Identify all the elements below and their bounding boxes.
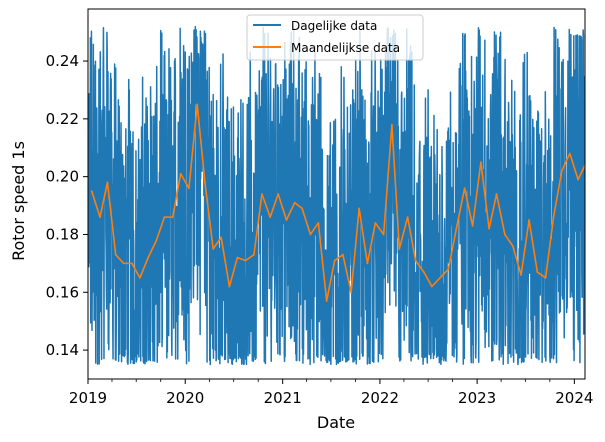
monthly-data-point <box>171 216 174 219</box>
monthly-data-point <box>147 256 150 259</box>
monthly-data-point <box>131 262 133 265</box>
monthly-series-layer <box>90 103 585 302</box>
monthly-data-point <box>261 193 263 195</box>
y-tick-label: 0.18 <box>46 225 79 243</box>
x-tick-label: 2023 <box>458 389 496 407</box>
daily-series-line <box>88 25 585 366</box>
monthly-data-point <box>188 187 190 190</box>
monthly-data-point <box>179 172 182 175</box>
monthly-data-point <box>269 216 272 219</box>
monthly-data-point <box>577 178 579 181</box>
monthly-data-point <box>488 227 491 230</box>
monthly-data-point <box>422 271 425 273</box>
monthly-data-point <box>228 285 231 288</box>
monthly-data-point <box>122 262 125 265</box>
monthly-data-point <box>204 181 206 184</box>
monthly-data-point <box>114 253 117 256</box>
monthly-data-point <box>244 259 247 262</box>
monthly-data-point <box>520 274 522 276</box>
monthly-data-point <box>398 248 401 250</box>
y-tick-label: 0.24 <box>46 52 79 70</box>
monthly-data-point <box>293 201 296 204</box>
x-tick-label: 2022 <box>361 389 399 407</box>
monthly-data-point <box>536 271 539 273</box>
x-tick-label: 2021 <box>264 389 302 407</box>
monthly-data-point <box>391 123 393 126</box>
monthly-data-point <box>196 103 199 106</box>
monthly-data-point <box>325 300 328 302</box>
monthly-data-point <box>414 259 417 262</box>
monthly-data-point <box>350 291 353 294</box>
monthly-data-point <box>382 233 385 236</box>
monthly-data-point <box>285 219 288 221</box>
monthly-data-point <box>106 181 109 184</box>
monthly-data-point <box>253 253 255 256</box>
x-axis-title: Date <box>317 413 355 432</box>
monthly-data-point <box>220 236 223 239</box>
monthly-data-point <box>309 233 312 236</box>
monthly-data-point <box>358 207 361 210</box>
legend-box <box>246 14 424 61</box>
x-tick-label: 2019 <box>69 389 107 407</box>
monthly-data-point <box>406 216 409 219</box>
monthly-data-point <box>366 262 369 265</box>
x-tick-label: 2020 <box>166 389 204 407</box>
monthly-data-point <box>495 193 498 195</box>
monthly-data-point <box>568 152 571 155</box>
monthly-data-point <box>90 190 93 193</box>
monthly-data-point <box>479 161 482 164</box>
daily-series-layer <box>88 25 585 366</box>
monthly-data-point <box>430 285 433 288</box>
monthly-data-point <box>511 245 514 247</box>
monthly-data-point <box>503 233 506 236</box>
monthly-data-point <box>301 207 304 210</box>
legend: Dagelijke data Maandelijkse data <box>246 14 424 61</box>
monthly-data-point <box>447 268 450 271</box>
monthly-data-point <box>277 193 280 195</box>
monthly-data-point <box>163 216 166 219</box>
monthly-data-point <box>463 187 466 190</box>
legend-label-daily: Dagelijke data <box>291 19 377 33</box>
y-tick-label: 0.14 <box>46 341 79 359</box>
legend-label-monthly: Maandelijkse data <box>291 41 400 55</box>
monthly-data-point <box>528 219 530 221</box>
monthly-data-point <box>544 276 547 279</box>
monthly-data-point <box>212 248 215 250</box>
monthly-data-point <box>99 216 101 219</box>
monthly-data-point <box>439 276 442 279</box>
y-axis-ticks: 0.14 0.16 0.18 0.20 0.22 0.24 <box>46 52 88 359</box>
monthly-data-point <box>374 222 377 224</box>
plot-frame <box>87 8 586 380</box>
y-tick-label: 0.16 <box>46 283 79 301</box>
monthly-data-point <box>333 259 336 262</box>
x-axis-ticks: 2019 2020 2021 2022 2023 2024 <box>69 379 593 407</box>
y-tick-label: 0.22 <box>46 110 79 128</box>
monthly-data-point <box>455 227 458 230</box>
monthly-data-point <box>560 169 563 172</box>
monthly-data-point <box>341 253 344 256</box>
y-axis-title: Rotor speed 1s <box>9 141 28 261</box>
monthly-data-point <box>471 224 474 227</box>
monthly-data-point <box>317 222 320 224</box>
monthly-data-point <box>155 239 158 242</box>
monthly-series-line <box>90 103 585 302</box>
monthly-data-point <box>139 276 141 279</box>
y-tick-label: 0.20 <box>46 168 79 186</box>
monthly-data-point <box>236 256 239 259</box>
monthly-data-point <box>552 216 555 219</box>
x-tick-label: 2024 <box>555 389 593 407</box>
